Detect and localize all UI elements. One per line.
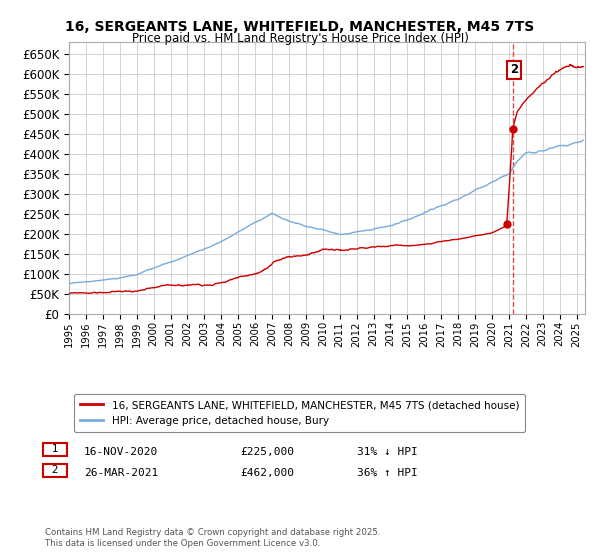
- Text: 2: 2: [510, 63, 518, 77]
- Text: Price paid vs. HM Land Registry's House Price Index (HPI): Price paid vs. HM Land Registry's House …: [131, 32, 469, 45]
- Text: 16, SERGEANTS LANE, WHITEFIELD, MANCHESTER, M45 7TS: 16, SERGEANTS LANE, WHITEFIELD, MANCHEST…: [65, 20, 535, 34]
- Text: 26-MAR-2021: 26-MAR-2021: [84, 468, 158, 478]
- Text: 2: 2: [45, 465, 65, 475]
- Text: 36% ↑ HPI: 36% ↑ HPI: [357, 468, 418, 478]
- Text: Contains HM Land Registry data © Crown copyright and database right 2025.
This d: Contains HM Land Registry data © Crown c…: [45, 528, 380, 548]
- Text: £462,000: £462,000: [240, 468, 294, 478]
- Legend: 16, SERGEANTS LANE, WHITEFIELD, MANCHESTER, M45 7TS (detached house), HPI: Avera: 16, SERGEANTS LANE, WHITEFIELD, MANCHEST…: [74, 394, 526, 432]
- Text: £225,000: £225,000: [240, 447, 294, 458]
- Text: 16-NOV-2020: 16-NOV-2020: [84, 447, 158, 458]
- Text: 31% ↓ HPI: 31% ↓ HPI: [357, 447, 418, 458]
- Text: 1: 1: [45, 445, 65, 455]
